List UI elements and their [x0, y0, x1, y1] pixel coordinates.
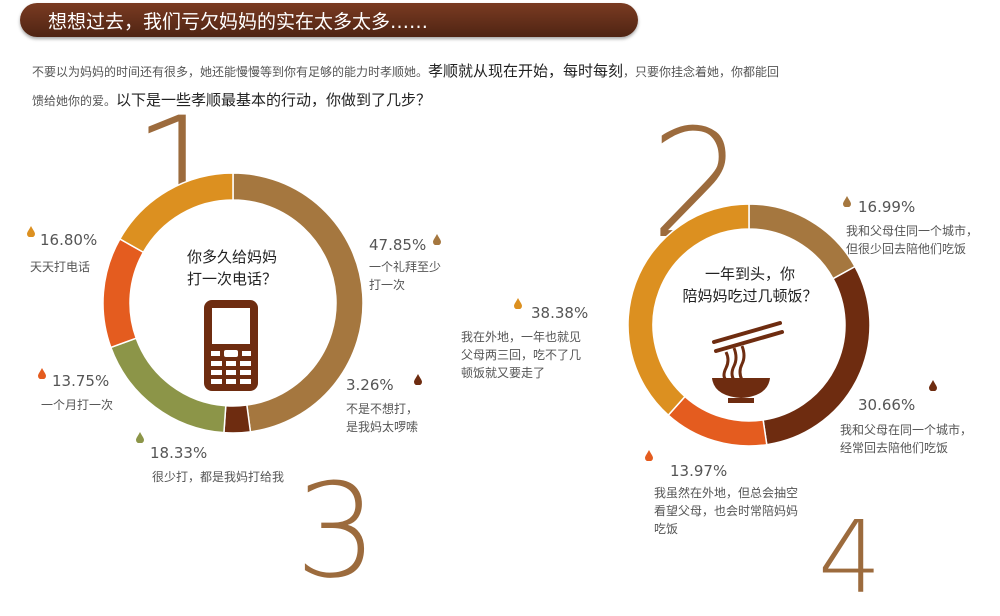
drop-icon [843, 196, 851, 207]
donut-chart-meals [627, 203, 871, 447]
banner-title: 想想过去，我们亏欠妈妈的实在太多太多…… [48, 11, 429, 33]
drop-icon [38, 368, 46, 379]
drop-icon [929, 380, 937, 391]
chart1-label-monthly-pct: 13.75% [52, 372, 110, 390]
title-banner: 想想过去，我们亏欠妈妈的实在太多太多…… [20, 3, 638, 37]
chart1-label-daily-pct: 16.80% [40, 231, 98, 249]
chart1-slice-1 [223, 404, 252, 434]
intro-paragraph: 不要以为妈妈的时间还有很多，她还能慢慢等到你有足够的能力时孝顺她。孝顺就从现在开… [32, 57, 972, 115]
intro-text-3: 馈给她你的爱。 [32, 94, 117, 108]
chart2-label-away-rarely-pct: 38.38% [531, 304, 589, 322]
drop-icon [514, 298, 522, 309]
chart2-question: 一年到头，你 陪妈妈吃过几顿饭？ [666, 263, 834, 307]
intro-text-1: 不要以为妈妈的时间还有很多，她还能慢慢等到你有足够的能力时孝顺她。 [32, 65, 429, 79]
chart2-center [653, 229, 845, 421]
drop-icon [433, 234, 441, 245]
charts-canvas [102, 172, 871, 447]
mobile-phone-icon [204, 300, 258, 391]
chart2-label-away-often-pct: 13.97% [670, 462, 728, 480]
chart1-label-weekly-text: 一个礼拜至少 打一次 [369, 260, 442, 292]
chart1-question: 你多久给妈妈 打一次电话？ [176, 246, 288, 290]
chart1-label-rarely-text: 很少打，都是我妈打给我 [152, 470, 285, 484]
chart1-label-noisy-pct: 3.26% [346, 376, 394, 394]
chart2-label-samecity-rarely-pct: 16.99% [858, 198, 916, 216]
drop-icon [645, 450, 653, 461]
chart2-label-away-rarely-text: 我在外地，一年也就见 父母两三回，吃不了几 顿饭就又要走了 [461, 330, 582, 380]
drop-icon [27, 226, 35, 237]
intro-emphasis: 孝顺就从现在开始，每时每刻 [428, 62, 624, 80]
chart1-label-weekly-pct: 47.85% [369, 236, 427, 254]
chart1-question-line2: 打一次电话？ [186, 270, 277, 288]
intro-text-2: ，只要你挂念着她，你都能回 [623, 65, 780, 79]
noodle-bowl-icon [712, 321, 784, 403]
drop-icon [414, 374, 422, 385]
chart2-question-line1: 一年到头，你 [704, 265, 795, 283]
chart1-label-noisy-text: 不是不想打， 是我妈太啰嗦 [346, 402, 419, 434]
chart2-label-samecity-rarely-text: 我和父母住同一个城市， 但很少回去陪他们吃饭 [846, 224, 979, 256]
chart2-label-away-often-text: 我虽然在外地，但总会抽空 看望父母，也会时常陪妈妈 吃饭 [654, 486, 799, 536]
chart1-label-monthly-text: 一个月打一次 [41, 398, 114, 412]
chart2-question-line2: 陪妈妈吃过几顿饭？ [682, 287, 818, 305]
chart2-label-samecity-often-pct: 30.66% [858, 396, 916, 414]
chart1-question-line1: 你多久给妈妈 [186, 248, 277, 266]
chart2-label-samecity-often-text: 我和父母在同一个城市， 经常回去陪他们吃饭 [840, 423, 973, 455]
drop-icon [136, 432, 144, 443]
chart1-label-rarely-pct: 18.33% [150, 444, 208, 462]
intro-question: 以下是一些孝顺最基本的行动，你做到了几步？ [116, 91, 432, 109]
chart1-label-daily-text: 天天打电话 [30, 260, 91, 274]
